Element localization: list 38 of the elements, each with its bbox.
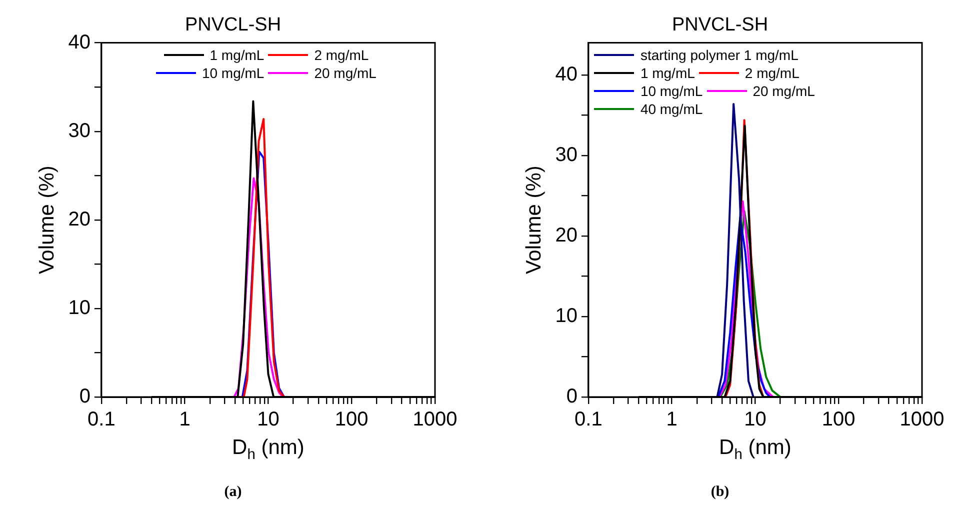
y-tick-label: 40 [68,31,90,54]
x-tick-label: 10 [744,408,766,431]
x-tick-label: 1 [179,408,190,431]
y-tick-label: 10 [555,305,578,328]
x-tick-label: 100 [822,408,856,431]
x-tick-label: 1000 [412,408,458,431]
legend-label: starting polymer 1 mg/mL [640,46,798,63]
legend-label: 10 mg/mL [202,64,264,81]
x-tick-label: 100 [334,408,368,431]
x-tick-label: 0.1 [88,408,116,431]
y-tick-label: 40 [555,64,578,86]
y-axis-title: Volume (%) [522,166,546,274]
x-tick-label: 0.1 [574,408,602,431]
legend-label: 2 mg/mL [314,46,369,63]
legend-label: 1 mg/mL [210,46,264,63]
y-tick-label: 20 [555,224,578,247]
legend-label: 1 mg/mL [640,64,695,81]
y-tick-label: 30 [555,144,578,166]
legend-label: 2 mg/mL [744,64,800,81]
legend-label: 20 mg/mL [752,82,815,99]
y-tick-label: 0 [566,386,578,408]
x-tick-label: 1 [666,408,678,431]
text: (b) [710,484,730,501]
y-axis-title: Volume (%) [35,166,58,274]
y-tick-label: 20 [68,208,90,230]
legend-label: 10 mg/mL [640,82,703,99]
y-tick-label: 10 [68,296,90,319]
legend-label: 40 mg/mL [640,100,703,117]
x-axis-title: D$_{h}$ (nm) [231,436,306,464]
y-tick-label: 30 [68,120,90,142]
x-tick-label: 10 [257,408,280,431]
text: (a) [223,484,243,501]
y-tick-label: 0 [79,386,90,408]
chart-title: PNVCL-SH [672,14,768,36]
legend-label: 20 mg/mL [314,64,376,81]
x-tick-label: 1000 [900,408,944,431]
chart-title: PNVCL-SH [184,14,282,36]
x-axis-title: D$_{h}$ (nm) [718,436,792,464]
